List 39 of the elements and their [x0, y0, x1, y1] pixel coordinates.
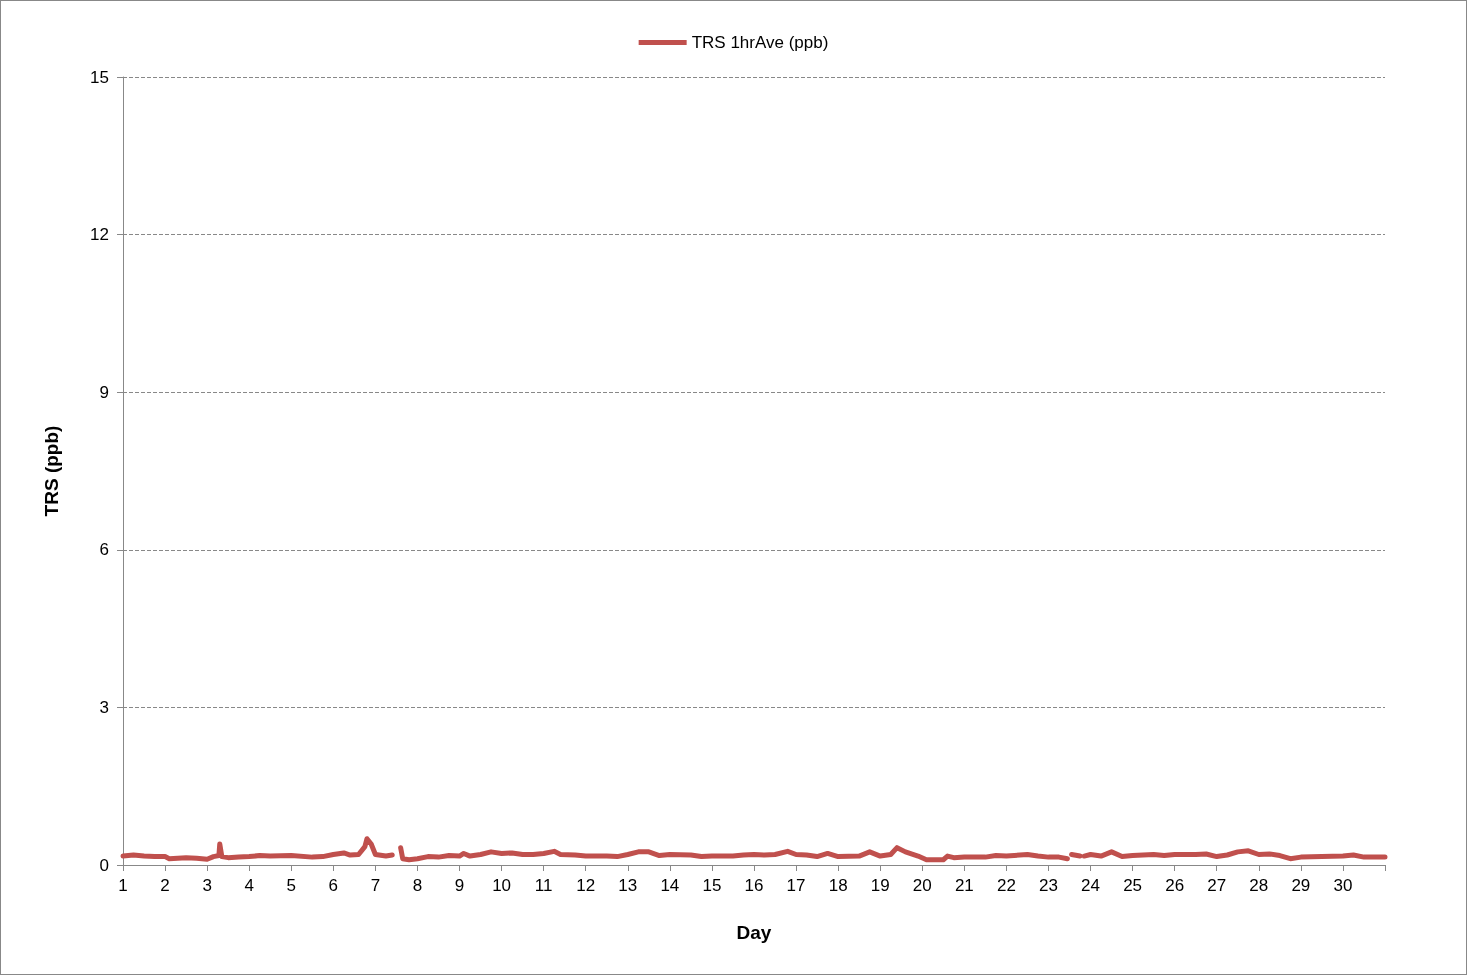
y-tick-label: 6	[99, 540, 109, 560]
x-tick-label: 13	[618, 876, 638, 895]
x-tick-label: 12	[576, 876, 596, 895]
x-tick-label: 1	[118, 876, 128, 895]
y-tick-label: 9	[99, 382, 109, 402]
y-axis-title: TRS (ppb)	[41, 425, 62, 517]
x-tick-label: 17	[786, 876, 806, 895]
y-tick-label: 0	[99, 855, 109, 875]
x-tick-label: 16	[744, 876, 764, 895]
x-tick-label: 27	[1207, 876, 1227, 895]
x-tick-label: 4	[244, 876, 254, 895]
x-tick-label: 15	[702, 876, 722, 895]
x-tick-label: 29	[1291, 876, 1311, 895]
x-tick-label: 6	[328, 876, 339, 895]
x-tick-label: 9	[454, 876, 465, 895]
x-tick-label: 30	[1333, 876, 1353, 895]
x-tick-label: 20	[912, 876, 932, 895]
x-tick-label: 2	[160, 876, 170, 895]
x-tick-label: 24	[1081, 876, 1100, 895]
x-tick-label: 22	[996, 876, 1016, 895]
x-tick-label: 7	[370, 876, 381, 895]
x-tick-label: 18	[828, 876, 848, 895]
x-tick-label: 23	[1039, 876, 1058, 895]
x-tick-label: 21	[954, 876, 974, 895]
x-tick-label: 14	[660, 876, 680, 895]
legend-label: TRS 1hrAve (ppb)	[691, 33, 829, 52]
x-tick-label: 3	[202, 876, 212, 895]
y-tick-label: 15	[90, 67, 109, 87]
y-tick-label: 12	[90, 225, 109, 245]
x-tick-label: 25	[1123, 876, 1143, 895]
x-tick-label: 8	[412, 876, 423, 895]
x-tick-label: 5	[286, 876, 296, 895]
y-tick-label: 3	[99, 697, 109, 717]
x-tick-label: 28	[1249, 876, 1269, 895]
x-tick-label: 19	[870, 876, 890, 895]
x-tick-label: 26	[1165, 876, 1185, 895]
x-tick-label: 10	[492, 876, 512, 895]
x-tick-label: 11	[534, 876, 553, 895]
x-axis-title: Day	[736, 922, 772, 943]
